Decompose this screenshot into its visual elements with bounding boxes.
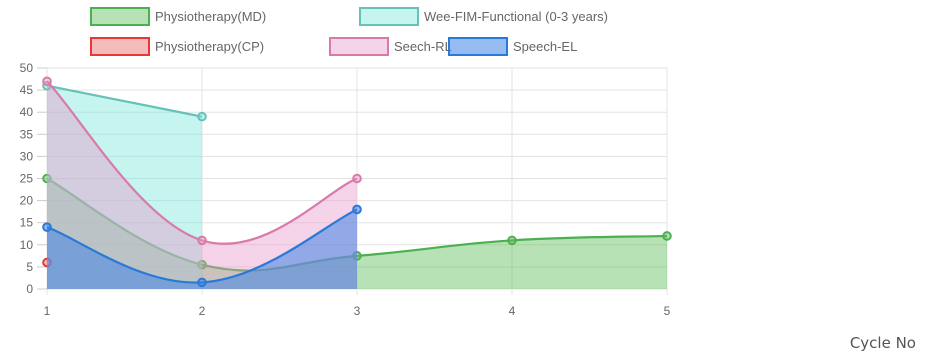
y-tick-label: 35 [20,127,34,141]
legend-label: Physiotherapy(MD) [155,9,266,24]
legend: Physiotherapy(MD) Wee-FIM-Functional (0-3… [90,7,608,56]
data-point [662,231,672,241]
y-tick-label: 0 [26,282,33,296]
series-area [47,178,667,289]
data-point [197,235,207,246]
x-axis-label: Cycle No [849,334,916,352]
y-tick-label: 20 [20,194,34,208]
legend-label: Physiotherapy(CP) [155,39,264,54]
data-point [42,76,52,87]
series-line [46,84,203,118]
legend-label: Speech-EL [513,39,577,54]
data-point [352,173,362,184]
y-tick-label: 50 [20,61,34,75]
legend-swatch [329,37,389,56]
y-tick-label: 30 [20,149,34,163]
x-tick-label: 4 [509,304,516,318]
x-axis: 1 2 3 4 5 [44,304,671,318]
series-wee-fim-functional-0-3-years- [42,80,207,290]
y-tick-label: 40 [20,105,34,119]
y-tick-label: 15 [20,216,34,230]
series-line [46,80,358,245]
x-tick-label: 3 [354,304,361,318]
data-point [42,173,52,184]
series-area [47,85,202,290]
series-speech-el [42,204,362,289]
legend-label: Seech-RL [394,39,452,54]
y-tick-label: 5 [26,260,33,274]
data-point [197,259,207,270]
series-area [47,81,357,289]
legend-item: Wee-FIM-Functional (0-3 years) [359,7,608,26]
legend-item: Seech-RL [329,37,452,56]
x-tick-label: 2 [199,304,206,318]
legend-swatch [90,7,150,26]
legend-item: Speech-EL [448,37,577,56]
legend-swatch [359,7,419,26]
series-layer [42,76,672,290]
legend-swatch [448,37,508,56]
data-point [197,111,207,122]
y-axis: 0 5 10 15 20 25 30 35 40 45 50 [20,61,47,296]
legend-item: Physiotherapy(CP) [90,37,264,56]
legend-label: Wee-FIM-Functional (0-3 years) [424,9,608,24]
y-tick-label: 25 [20,172,34,186]
y-tick-label: 45 [20,83,34,97]
x-tick-label: 1 [44,304,51,318]
data-point [197,277,207,288]
legend-item: Physiotherapy(MD) [90,7,266,26]
data-point [42,222,52,232]
data-point [507,235,517,246]
x-tick-label: 5 [664,304,671,318]
series-area [47,209,357,289]
data-point [352,204,362,215]
legend-swatch [90,37,150,56]
series-seech-rl [42,76,362,289]
y-tick-label: 10 [20,238,34,252]
